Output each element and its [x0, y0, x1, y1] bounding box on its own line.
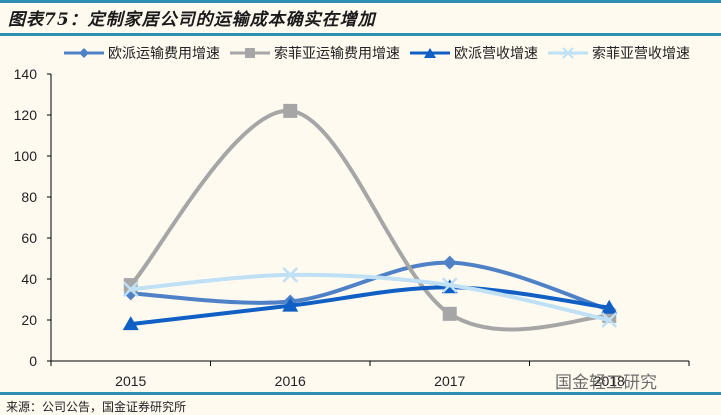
y-tick-label: 60	[21, 230, 37, 246]
diamond-marker-icon	[64, 48, 104, 58]
watermark: 国金轻工研究	[555, 373, 657, 393]
series-0	[123, 255, 617, 317]
y-tick-label: 100	[14, 148, 38, 164]
y-tick-label: 140	[14, 66, 38, 82]
triangle-marker-icon	[282, 297, 299, 312]
y-tick-label: 80	[21, 189, 37, 205]
x-tick-label: 2017	[434, 373, 465, 389]
legend-item-oppein-revenue: 欧派营收增速	[410, 43, 538, 63]
source-note: 来源：公司公告，国金证券研究所	[6, 400, 187, 414]
legend-item-sofia-revenue: 索菲亚营收增速	[548, 43, 690, 63]
series-3	[122, 267, 618, 328]
title-bar	[0, 0, 721, 36]
legend-label: 索菲亚营收增速	[592, 46, 690, 62]
y-tick-label: 20	[21, 312, 37, 328]
square-marker-icon	[442, 306, 457, 321]
chart-title: 图表75：定制家居公司的运输成本确实在增加	[8, 10, 376, 30]
x-tick-label: 2016	[275, 373, 306, 389]
triangle-marker-icon	[601, 299, 618, 314]
x-marker-icon	[441, 277, 458, 294]
y-tick-label: 40	[21, 271, 37, 287]
source-divider	[0, 392, 721, 395]
x-tick-label: 2015	[115, 373, 146, 389]
y-tick-label: 0	[29, 353, 37, 369]
legend-item-oppein-shipping: 欧派运输费用增速	[64, 43, 220, 63]
triangle-marker-icon	[410, 48, 450, 58]
legend-item-sofia-shipping: 索菲亚运输费用增速	[230, 43, 400, 63]
legend-label: 欧派营收增速	[454, 46, 538, 62]
x-marker-icon	[122, 281, 139, 298]
x-marker-icon	[601, 312, 618, 328]
y-tick-label: 120	[14, 107, 38, 123]
x-marker-icon	[282, 267, 299, 283]
x-marker-icon	[548, 47, 588, 59]
legend: 欧派运输费用增速 索菲亚运输费用增速 欧派营收增速 索菲亚营收增速	[64, 43, 700, 63]
diamond-marker-icon	[442, 255, 457, 270]
triangle-marker-icon	[122, 316, 139, 331]
x-tick-label: 2018	[594, 373, 625, 389]
square-marker-icon	[283, 103, 298, 118]
square-marker-icon	[230, 48, 270, 58]
legend-label: 欧派运输费用增速	[108, 46, 220, 62]
legend-label: 索菲亚运输费用增速	[274, 46, 400, 62]
